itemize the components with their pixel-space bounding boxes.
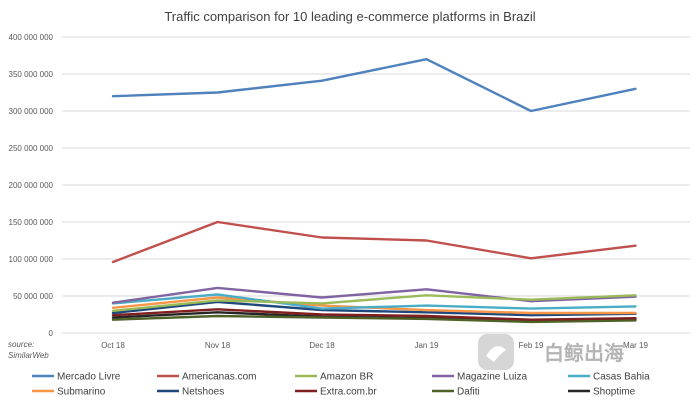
series-line: [111, 314, 637, 324]
y-tick-label: 350 000 000: [9, 70, 54, 79]
x-tick-label: Oct 18: [101, 341, 125, 350]
source-note: source: SimilarWeb: [8, 340, 49, 360]
legend-label: Submarino: [57, 387, 106, 398]
legend-label: Casas Bahia: [593, 372, 650, 383]
legend-label: Netshoes: [182, 387, 224, 398]
chart-title: Traffic comparison for 10 leading e-comm…: [164, 9, 535, 24]
series-line: [111, 58, 637, 113]
legend: Mercado Livre Americanas.com Amazon BR Maga…: [32, 372, 650, 398]
series-lines: [111, 58, 637, 324]
series-line: [111, 293, 637, 310]
watermark: 白鲸出海: [478, 334, 624, 370]
watermark-text: 白鲸出海: [544, 341, 624, 365]
source-note-text: source: SimilarWeb: [8, 340, 49, 360]
y-tick-label: 100 000 000: [9, 255, 54, 264]
x-tick-label: Dec 18: [309, 341, 335, 350]
x-axis-ticks: Oct 18 Nov 18 Dec 18 Jan 19 Feb 19 Mar 19: [101, 341, 648, 350]
legend-label: Mercado Livre: [57, 372, 121, 383]
legend-label: Shoptime: [593, 387, 636, 398]
x-tick-label: Feb 19: [519, 341, 544, 350]
watermark-logo-icon: [478, 334, 514, 370]
series-line: [111, 294, 637, 312]
legend-label: Magazine Luiza: [457, 372, 527, 383]
y-tick-label: 400 000 000: [9, 33, 54, 42]
y-tick-label: 150 000 000: [9, 218, 54, 227]
y-tick-label: 50 000 000: [13, 292, 54, 301]
y-tick-label: 200 000 000: [9, 181, 54, 190]
legend-label: Amazon BR: [320, 372, 373, 383]
y-tick-label: 300 000 000: [9, 107, 54, 116]
series-line: [111, 220, 637, 264]
legend-label: Americanas.com: [182, 372, 256, 383]
x-tick-label: Jan 19: [414, 341, 439, 350]
y-axis-ticks: 0 50 000 000 100 000 000 150 000 000 200 000…: [9, 33, 54, 338]
x-tick-label: Nov 18: [205, 341, 231, 350]
legend-label: Extra.com.br: [320, 387, 377, 398]
series-line: [111, 286, 637, 304]
x-tick-label: Mar 19: [623, 341, 648, 350]
series-line: [111, 308, 637, 321]
gridlines: [62, 36, 690, 334]
y-tick-label: 0: [49, 329, 54, 338]
series-line: [111, 300, 637, 317]
y-tick-label: 250 000 000: [9, 144, 54, 153]
legend-label: Dafiti: [457, 387, 480, 398]
